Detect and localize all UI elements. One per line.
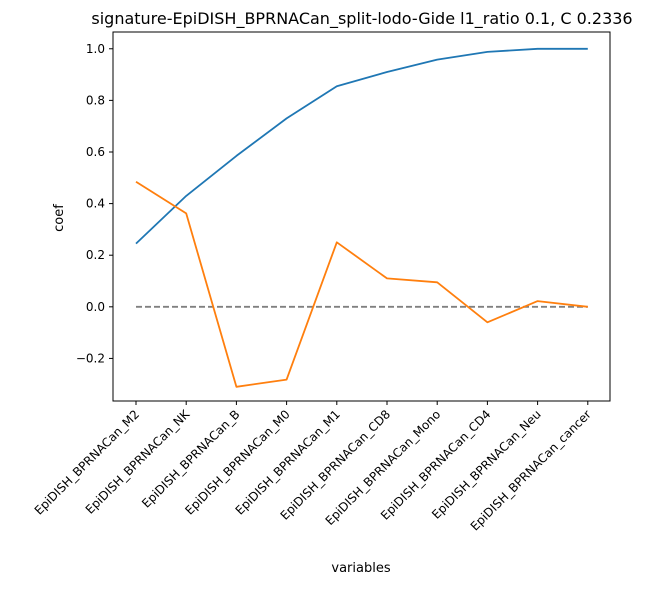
series-line-2	[135, 180, 588, 388]
y-tick-label: 0.6	[86, 145, 105, 159]
x-axis-label: variables	[331, 561, 390, 576]
x-tick-label: EpiDISH_BPRNACan_NK	[83, 406, 193, 516]
plot-frame	[112, 31, 611, 402]
plot-area: −0.2 0.0 0.2 0.4 0.6 0.8 1.0 EpiDISH_BPRNACan_M…	[32, 31, 611, 533]
y-tick-label: 0.4	[86, 197, 105, 211]
x-tick-label: EpiDISH_BPRNACan_M2	[32, 407, 142, 517]
y-tick-label: 0.0	[86, 300, 105, 314]
x-tick-label: EpiDISH_BPRNACan_M1	[233, 407, 343, 517]
y-axis-label: coef	[52, 204, 67, 232]
y-tick-label: 0.2	[86, 248, 105, 262]
y-tick-label: 1.0	[86, 42, 105, 56]
x-tick-label: EpiDISH_BPRNACan_M0	[182, 407, 292, 517]
y-tick-label: 0.8	[86, 93, 105, 107]
x-tick-label: EpiDISH_BPRNACan_B	[139, 407, 242, 510]
series-line-1	[135, 47, 588, 245]
chart-title: signature-EpiDISH_BPRNACan_split-lodo-Gi…	[91, 9, 632, 29]
y-tick-label: −0.2	[76, 351, 105, 365]
